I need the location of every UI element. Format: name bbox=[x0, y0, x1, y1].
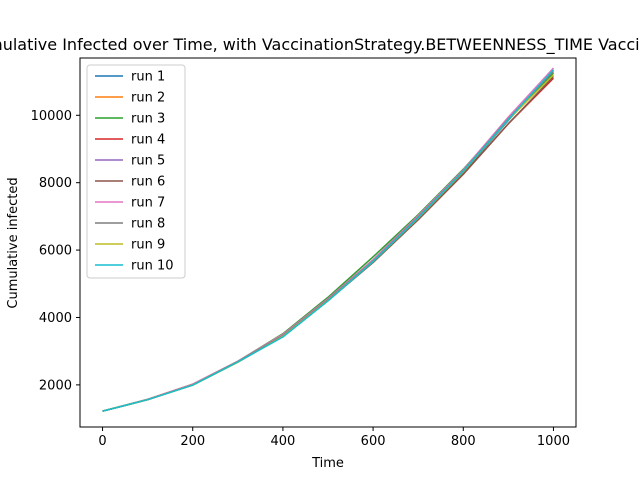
x-tick-label: 1000 bbox=[537, 434, 570, 449]
x-tick-label: 400 bbox=[270, 434, 295, 449]
legend-label: run 4 bbox=[131, 133, 165, 148]
x-tick-label: 800 bbox=[451, 434, 476, 449]
legend-label: run 3 bbox=[131, 112, 165, 127]
legend-label: run 9 bbox=[131, 238, 165, 253]
series-line-run-10 bbox=[102, 69, 555, 412]
x-tick-label: 600 bbox=[361, 434, 386, 449]
x-axis-label: Time bbox=[311, 456, 344, 471]
y-tick-label: 6000 bbox=[39, 244, 72, 259]
legend-label: run 7 bbox=[131, 196, 165, 211]
x-tick-label: 0 bbox=[98, 434, 106, 449]
x-tick-label: 200 bbox=[180, 434, 205, 449]
y-axis: 2000 4000 6000 8000 10000 bbox=[31, 109, 80, 393]
x-axis: 0 200 400 600 800 1000 bbox=[98, 427, 570, 449]
legend-label: run 10 bbox=[131, 259, 174, 274]
y-tick-label: 10000 bbox=[31, 109, 72, 124]
y-tick-label: 4000 bbox=[39, 311, 72, 326]
legend-label: run 6 bbox=[131, 175, 165, 190]
legend-label: run 2 bbox=[131, 91, 165, 106]
chart-title: Cumulative Infected over Time, with Vacc… bbox=[0, 35, 640, 55]
legend-label: run 5 bbox=[131, 154, 165, 169]
y-axis-label: Cumulative infected bbox=[6, 177, 21, 308]
axes-frame bbox=[79, 57, 577, 428]
legend-label: run 8 bbox=[131, 217, 165, 232]
legend-label: run 1 bbox=[131, 70, 165, 85]
y-tick-label: 2000 bbox=[39, 378, 72, 393]
legend: run 1 run 2 run 3 run 4 run 5 run 6 run 7 run 8… bbox=[86, 64, 186, 279]
series-layer bbox=[102, 67, 555, 412]
y-tick-label: 8000 bbox=[39, 176, 72, 191]
